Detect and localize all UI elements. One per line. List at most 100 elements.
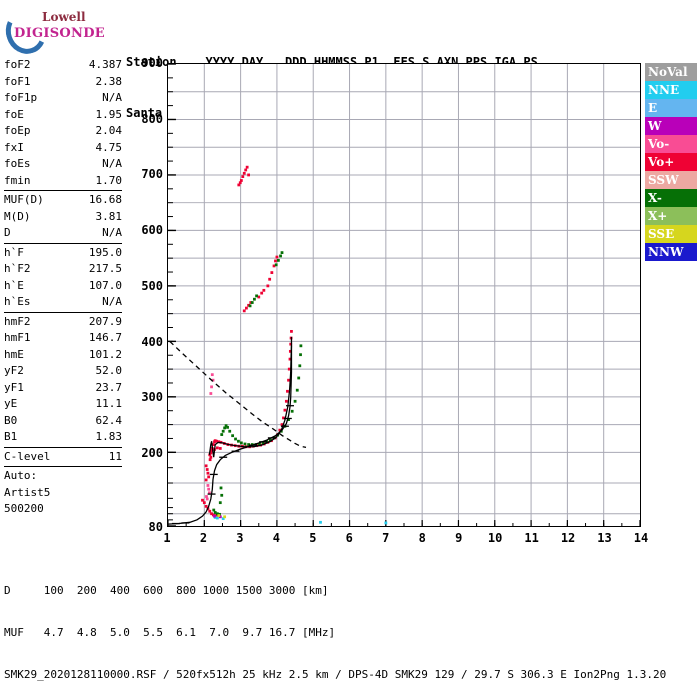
param-note: Artist5 (4, 485, 51, 499)
param-key: MUF(D) (4, 193, 44, 206)
x-axis-tick-label: 1 (163, 531, 171, 545)
x-axis-tick-label: 5 (309, 531, 317, 545)
ionogram-plot[interactable] (167, 63, 641, 527)
footer-file-row: SMK29_2020128110000.RSF / 520fx512h 25 k… (4, 668, 667, 681)
legend-item-vo-[interactable]: Vo+ (645, 153, 697, 171)
data-point (247, 173, 250, 177)
param-value: N/A (102, 295, 122, 308)
logo-digisonde-text: DIGISONDE (14, 26, 106, 41)
lowell-digisonde-logo: Lowell DIGISONDE (0, 4, 116, 60)
param-row-ye: yE 11.1 (4, 396, 124, 413)
data-point (213, 511, 217, 514)
legend-item-sse[interactable]: SSE (645, 225, 697, 243)
series-vo- (205, 373, 215, 501)
y-axis-labels: 80 200 300 400 500 600 700 800 900 (118, 56, 163, 534)
data-point (226, 425, 229, 429)
param-key: h`E (4, 278, 24, 292)
data-point (290, 409, 294, 413)
param-value: 1.95 (95, 107, 123, 121)
legend-item-nne[interactable]: NNE (645, 81, 697, 99)
data-point (253, 297, 256, 301)
data-point (268, 277, 272, 281)
data-point (213, 439, 217, 443)
data-point (288, 357, 292, 361)
x-axis-labels: 1 2 3 4 5 6 7 8 9 10 11 12 13 14 (163, 531, 648, 549)
series-w (213, 514, 222, 519)
param-value: N/A (102, 91, 122, 104)
legend-item-vo-[interactable]: Vo- (645, 135, 697, 153)
y-axis-tick-label: 200 (141, 446, 163, 460)
x-axis-tick-label: 6 (345, 531, 353, 545)
data-point (234, 437, 237, 441)
data-point (262, 288, 266, 292)
legend-item-nnw[interactable]: NNW (645, 243, 697, 261)
x-axis-tick-label: 9 (455, 531, 463, 545)
legend-item-noval[interactable]: NoVal (645, 63, 697, 81)
param-row-foep: foEp 2.04 (4, 123, 124, 140)
data-point (212, 508, 216, 512)
param-row-h-es: h`Es N/A (4, 294, 124, 311)
footer-info: D 100 200 400 600 800 1000 1500 3000 [km… (4, 556, 666, 696)
param-group-divider (4, 190, 122, 191)
param-group-divider (4, 242, 122, 244)
data-point (278, 428, 282, 432)
param-group-divider (4, 446, 122, 448)
param-row-yf1: yF1 23.7 (4, 380, 124, 397)
data-point (286, 389, 289, 393)
param-group-divider (4, 311, 122, 313)
param-key: C-level (4, 449, 51, 463)
data-point (211, 443, 215, 446)
legend-item-ssw[interactable]: SSW (645, 171, 697, 189)
x-axis-tick-label: 7 (382, 531, 390, 545)
data-point (239, 441, 243, 445)
param-value: N/A (102, 157, 122, 170)
param-row-h-f: h`F 195.0 (4, 245, 124, 262)
data-point (223, 515, 227, 519)
data-point (266, 284, 270, 288)
data-point (213, 514, 216, 518)
data-point (242, 309, 246, 313)
data-point (272, 264, 276, 268)
legend-item-e[interactable]: E (645, 99, 697, 117)
series-scaled-trace (208, 345, 293, 458)
data-point (224, 424, 228, 428)
param-value: 62.4 (95, 413, 123, 427)
data-point (209, 451, 213, 455)
logo-lowell-text: Lowell (42, 10, 86, 24)
param-value: 107.0 (88, 278, 122, 292)
data-point (279, 254, 282, 258)
data-point (218, 515, 222, 519)
legend-item-w[interactable]: W (645, 117, 697, 135)
data-point (247, 443, 250, 446)
param-value: 146.7 (88, 331, 122, 344)
param-row-fof1: foF1 2.38 (4, 74, 124, 91)
param-key: hmE (4, 347, 24, 361)
data-point (205, 468, 209, 471)
param-key: yE (4, 397, 18, 410)
param-row-yf2: yF2 52.0 (4, 363, 124, 380)
param-value: 3.81 (95, 209, 123, 223)
data-point (248, 304, 252, 308)
data-point (287, 378, 290, 382)
param-value: 16.68 (88, 193, 122, 206)
footer-muf-row: MUF 4.7 4.8 5.0 5.5 6.1 7.0 9.7 16.7 [MH… (4, 626, 336, 639)
data-point (287, 418, 290, 421)
data-point (258, 442, 261, 446)
data-point (290, 329, 293, 333)
data-point (220, 433, 224, 436)
param-row-h-f2: h`F2 217.5 (4, 261, 124, 278)
param-value: 11 (108, 449, 122, 463)
legend-item-x-[interactable]: X+ (645, 207, 697, 225)
data-point (261, 441, 265, 445)
data-point (280, 423, 284, 426)
data-point (238, 181, 242, 185)
param-value: 11.1 (95, 397, 123, 410)
data-point (243, 442, 247, 446)
param-key: h`F2 (4, 262, 31, 275)
data-point (237, 183, 241, 187)
legend-item-x-[interactable]: X- (645, 189, 697, 207)
data-point (247, 303, 250, 307)
data-point (297, 376, 301, 380)
param-row-hme: hmE 101.2 (4, 347, 124, 364)
param-row-fxi: fxI 4.75 (4, 140, 124, 157)
